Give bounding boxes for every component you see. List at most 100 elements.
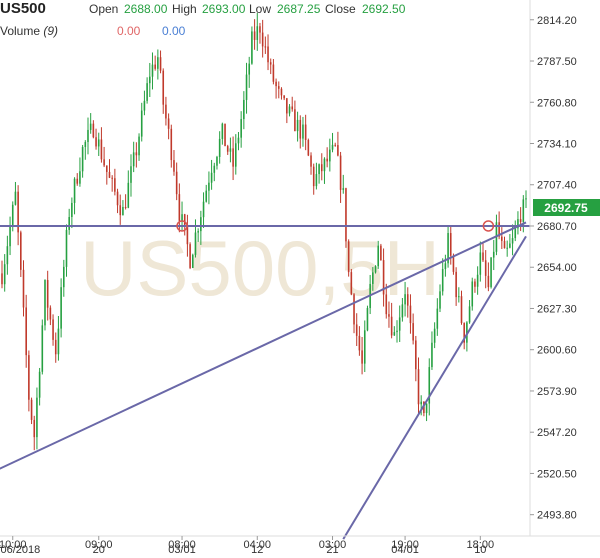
candle-body <box>417 369 420 405</box>
x-tick-label-time: 09:00 <box>85 539 113 551</box>
x-tick-label-time: 08:00 <box>168 539 196 551</box>
candle-body <box>148 76 151 84</box>
candle-body <box>114 178 116 192</box>
candle-body <box>347 241 350 273</box>
candle-body <box>256 26 259 40</box>
candle-body <box>60 287 62 329</box>
candle-body <box>358 335 361 351</box>
candle-body <box>103 159 105 166</box>
watermark: US500,5H <box>80 224 440 312</box>
candle-body <box>97 139 100 147</box>
candle-body <box>350 272 353 295</box>
candle-body <box>498 222 500 237</box>
candle-body <box>205 190 208 202</box>
candle-body <box>65 229 68 267</box>
candle-body <box>11 204 14 227</box>
candle-body <box>393 332 396 336</box>
candle-body <box>406 294 409 306</box>
candle-body <box>299 119 302 139</box>
candle-body <box>320 164 323 172</box>
candle-body <box>132 152 135 167</box>
candle-body <box>283 95 285 99</box>
candle-body <box>441 269 444 292</box>
candle-body <box>224 123 226 147</box>
candle-body <box>487 275 490 288</box>
candle-body <box>390 316 393 336</box>
high-label: High <box>172 2 197 16</box>
candle-body <box>95 137 97 147</box>
y-tick-label: 2734.10 <box>537 138 577 150</box>
candle-body <box>234 143 237 167</box>
volume-value-2: 0.00 <box>162 24 186 38</box>
candle-body <box>232 148 234 167</box>
candle-body <box>363 330 366 364</box>
candle-body <box>291 106 294 110</box>
candle-body <box>366 308 369 331</box>
y-tick-label: 2654.00 <box>537 262 577 274</box>
candle-body <box>455 271 457 298</box>
trendlines-layer <box>0 220 530 540</box>
y-tick-label: 2493.80 <box>537 510 577 522</box>
x-tick-label-date: 21 <box>326 544 338 556</box>
candle-body <box>253 31 256 40</box>
candle-body <box>251 31 253 64</box>
volume-value-1: 0.00 <box>117 24 141 38</box>
candle-body <box>492 251 495 258</box>
y-tick-label: 2573.90 <box>537 386 577 398</box>
candle-body <box>280 88 283 96</box>
candle-body <box>353 294 355 325</box>
candle-body <box>122 206 124 216</box>
y-tick-label: 2520.50 <box>537 468 577 480</box>
candle-body <box>106 165 108 172</box>
y-tick-label: 2627.30 <box>537 303 577 315</box>
candle-body <box>398 317 401 331</box>
candle-body <box>162 70 165 105</box>
touch-marker <box>482 220 495 232</box>
low-label: Low <box>249 2 272 16</box>
candle-body <box>476 274 479 287</box>
candle-body <box>329 149 331 162</box>
y-tick-label: 2600.60 <box>537 345 577 357</box>
x-tick-label-time: 19:00 <box>391 539 419 551</box>
candle-body <box>409 305 412 324</box>
candle-body <box>9 226 11 247</box>
candle-body <box>248 63 251 75</box>
candle-body <box>71 202 73 218</box>
candle-body <box>245 74 248 100</box>
candle-body <box>372 272 374 284</box>
candle-body <box>41 325 44 372</box>
candle-body <box>173 160 175 172</box>
candle-body <box>108 171 111 178</box>
candle-body <box>474 281 476 287</box>
candle-body <box>501 236 503 241</box>
candle-body <box>503 240 506 249</box>
candle-body <box>89 123 92 130</box>
candle-body <box>181 214 183 221</box>
y-tick-label: 2547.20 <box>537 427 577 439</box>
trendline <box>0 221 527 470</box>
candle-body <box>237 137 240 144</box>
candle-body <box>264 46 267 48</box>
x-tick-label-time: 18:00 <box>467 539 495 551</box>
candle-body <box>277 86 280 89</box>
y-axis: 2814.20 2787.50 2760.80 2734.10 2707.40 2680.… <box>530 15 577 522</box>
candle-body <box>119 205 122 216</box>
candle-body <box>302 124 304 139</box>
candle-body <box>143 100 146 111</box>
candle-body <box>170 128 173 161</box>
candle-body <box>525 198 527 200</box>
candle-body <box>288 106 291 114</box>
candle-body <box>428 367 431 404</box>
close-label: Close <box>325 2 356 16</box>
candle-body <box>202 201 205 218</box>
candle-body <box>3 264 6 285</box>
candle-body <box>463 323 465 343</box>
candle-body <box>506 247 508 249</box>
candle-body <box>138 136 140 156</box>
candle-body <box>404 294 406 305</box>
candle-body <box>124 206 127 208</box>
candle-body <box>342 188 345 190</box>
candle-body <box>509 243 511 248</box>
candle-body <box>92 123 95 138</box>
